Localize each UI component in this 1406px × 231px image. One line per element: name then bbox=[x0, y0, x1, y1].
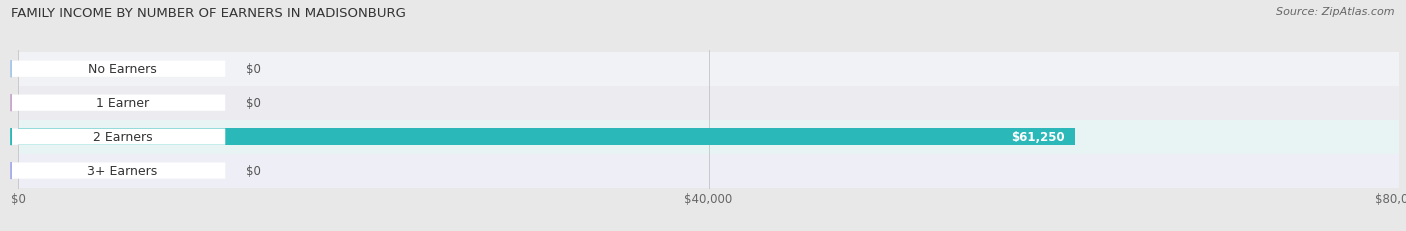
FancyBboxPatch shape bbox=[11, 129, 225, 145]
Bar bbox=[18, 120, 1399, 154]
Text: 3+ Earners: 3+ Earners bbox=[87, 164, 157, 177]
Text: 2 Earners: 2 Earners bbox=[93, 131, 152, 143]
FancyBboxPatch shape bbox=[11, 61, 225, 77]
Bar bbox=[18, 86, 1399, 120]
Bar bbox=[18, 154, 1399, 188]
FancyBboxPatch shape bbox=[11, 95, 225, 111]
Text: No Earners: No Earners bbox=[89, 63, 157, 76]
Text: $61,250: $61,250 bbox=[1011, 131, 1064, 143]
Text: $0: $0 bbox=[246, 63, 262, 76]
Text: $0: $0 bbox=[246, 164, 262, 177]
Text: FAMILY INCOME BY NUMBER OF EARNERS IN MADISONBURG: FAMILY INCOME BY NUMBER OF EARNERS IN MA… bbox=[11, 7, 406, 20]
Text: 1 Earner: 1 Earner bbox=[96, 97, 149, 110]
Bar bbox=[18, 52, 1399, 86]
Text: Source: ZipAtlas.com: Source: ZipAtlas.com bbox=[1277, 7, 1395, 17]
Text: $0: $0 bbox=[246, 97, 262, 110]
Bar bbox=[18, 128, 1076, 146]
FancyBboxPatch shape bbox=[11, 163, 225, 179]
